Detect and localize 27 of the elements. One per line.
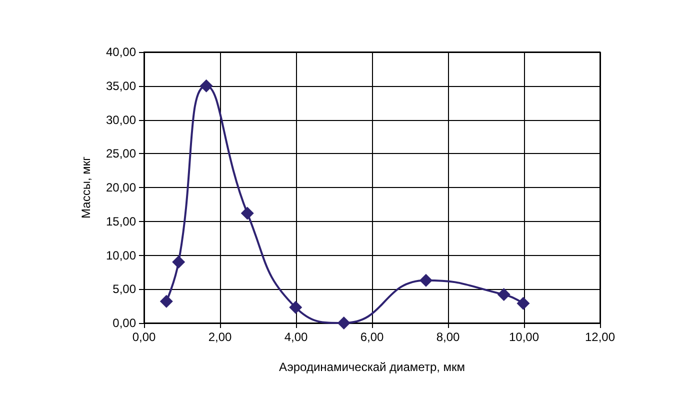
- y-tick-label: 25,00: [106, 146, 136, 161]
- y-tick-label: 40,00: [106, 45, 136, 59]
- point: [419, 274, 432, 287]
- y-tick-label: 35,00: [106, 78, 136, 93]
- y-tick-label: 15,00: [106, 214, 136, 228]
- point: [516, 296, 530, 310]
- y-tick-label: 30,00: [106, 112, 136, 127]
- point: [240, 206, 254, 220]
- x-tick-label: 6,00: [360, 330, 384, 344]
- y-tick-label: 5,00: [112, 282, 136, 296]
- x-tick-label: 8,00: [436, 330, 460, 344]
- x-tick-label: 10,00: [508, 330, 540, 344]
- point: [337, 316, 350, 330]
- x-axis-title: Аэродинамическай диаметр, мкм: [278, 360, 466, 374]
- point: [172, 256, 186, 269]
- y-axis-title: Массы, мкг: [79, 156, 93, 218]
- point: [160, 294, 173, 308]
- x-tick-label: 0,00: [132, 330, 156, 344]
- y-tick-label: 10,00: [106, 248, 136, 262]
- y-tick-label: 20,00: [106, 180, 136, 194]
- y-tick-label: 0,00: [112, 316, 136, 330]
- point: [497, 288, 510, 302]
- point: [289, 300, 302, 314]
- point: [200, 79, 213, 92]
- x-tick-label: 12,00: [584, 330, 616, 344]
- x-tick-label: 2,00: [208, 330, 232, 344]
- x-tick-label: 4,00: [284, 330, 308, 344]
